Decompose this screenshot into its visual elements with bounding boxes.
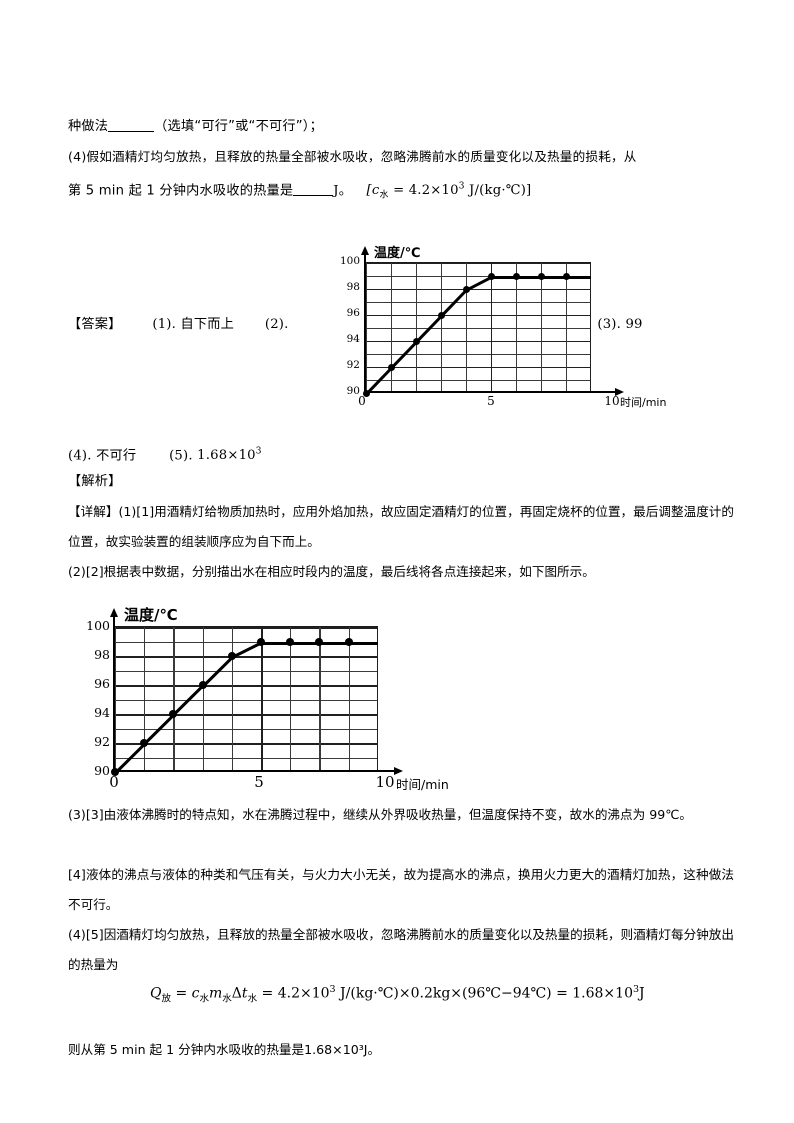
chart1-y-axis-arrow [360,246,369,255]
chart1-ytick-98: 98 [346,281,360,293]
answer-header: 【答案】 [68,317,122,332]
chart2-ytick-94: 94 [94,705,110,720]
chart1-ytick-90: 90 [346,385,360,397]
answer-5-value: 1.68×103 [197,447,262,464]
chart2-plot-area [111,626,379,776]
detail-header: 【详解】 [68,504,119,519]
chart1-ytick-100: 100 [339,255,360,267]
data-point-6min [512,272,520,280]
detail-paragraph-2: (2)[2]根据表中数据，分别描出水在相应时段内的温度，最后线将各点连接起来，如… [68,564,595,579]
chart2-y-axis-arrow [109,608,118,617]
answer-4-num: (4). [68,448,92,464]
chart2-ytick-100: 100 [86,618,110,633]
chart1-x-axis-arrow [615,387,624,396]
data-point-5min [487,272,495,280]
formula-Q: Q [150,985,162,1002]
document-body: 种做法 （选填“可行”或“不可行”）； (4)假如酒精灯均匀放热，且释放的热量全部… [68,112,728,211]
q3-text-after: （选填“可行”或“不可行”）； [154,119,323,134]
q4-unit-text: J。 [333,183,353,199]
data-point-6min [286,637,295,646]
answer-2-num: (2). [264,317,289,332]
data-point-8min [344,637,353,646]
chart1-ytick-96: 96 [346,307,360,319]
answer-1-num: (1). [152,317,177,332]
data-point-3min [437,311,445,319]
chart1-x-axis-title: 时间/min [620,396,667,409]
answer-3-num: (3). [597,317,622,332]
answer-4-value: 不可行 [96,448,137,464]
chart2-y-axis [113,616,116,771]
heat-formula: Q放 = c水m水Δt水 = 4.2×103 J/(kg·℃)×0.2kg×(9… [150,984,645,1005]
chart1-ytick-94: 94 [346,333,360,345]
detail-paragraph-1: 【详解】(1)[1]用酒精灯给物质加热时，应用外焰加热，故应固定酒精灯的位置，再… [68,497,734,557]
answer-1-value: 自下而上 [180,317,235,332]
answer-5-num: (5). [169,448,193,464]
data-point-0min [362,389,370,397]
chart2-ytick-90: 90 [94,763,110,778]
data-point-8min [562,272,570,280]
data-point-2min [412,337,420,345]
answer-3-value: 99 [625,317,643,332]
data-point-1min [387,363,395,371]
chart2-xtick-5: 5 [254,773,264,791]
q4-text-before: 第 5 min 起 1 分钟内水吸收的热量是 [68,183,294,199]
chart2-y-axis-title: 温度/℃ [124,606,178,624]
detail-paragraph-1-text: (1)[1]用酒精灯给物质加热时，应用外焰加热，故应固定酒精灯的位置，再固定烧杯… [68,504,735,549]
chart2-ytick-92: 92 [94,734,110,749]
detail-paragraph-4: [4]液体的沸点与液体的种类和气压有关，与火力大小无关，故为提高水的沸点，换用火… [68,867,734,912]
data-point-7min [537,272,545,280]
q3-text-before: 种做法 [68,119,109,134]
answer-row-2: (4). 不可行 (5). 1.68×103 [68,437,748,471]
data-point-4min [462,285,470,293]
chart1-xtick-5: 5 [487,394,495,408]
data-point-1min [140,739,149,747]
detail-paragraph-3: (3)[3]由液体沸腾时的特点知，水在沸腾过程中，继续从外界吸收热量，但温度保持… [68,807,692,822]
chart2-xtick-0: 0 [109,773,119,791]
chart1-plot-area [362,262,591,397]
temperature-time-chart-small: 温度/℃ [340,246,666,418]
data-point-5min [257,637,265,646]
detail-paragraph-5: (4)[5]因酒精灯均匀放热，且释放的热量全部被水吸收，忽略沸腾前水的质量变化以… [68,927,734,972]
chart2-ytick-96: 96 [94,676,110,691]
chart1-y-axis [364,254,366,392]
answer-row: 【答案】 (1). 自下而上 (2). (3). 99 [68,310,748,340]
chart2-ytick-98: 98 [94,647,110,662]
chart2-xtick-10: 10 [375,773,395,791]
chart1-x-axis [364,391,616,393]
chart2-x-axis-arrow [394,766,403,775]
question-4-line-1: (4)假如酒精灯均匀放热，且释放的热量全部被水吸收，忽略沸腾前水的质量变化以及热… [68,149,637,164]
chart1-ytick-92: 92 [346,359,360,371]
chart2-x-axis-title: 时间/min [396,777,449,792]
data-point-2min [169,710,178,718]
answer-blank[interactable] [108,118,155,132]
conclusion-line: 则从第 5 min 起 1 分钟内水吸收的热量是1.68×10³J。 [68,1042,381,1057]
chart1-y-axis-title: 温度/℃ [374,246,421,261]
answer-blank-heat[interactable] [293,182,334,197]
chart1-xtick-10: 10 [604,394,620,408]
chart1-xtick-0: 0 [358,394,366,408]
question-4-line-2: 第 5 min 起 1 分钟内水吸收的热量是 J。 [c水 = 4.2×103 J… [68,172,728,211]
data-point-4min [227,652,236,660]
analysis-header: 【解析】 [68,474,122,489]
data-point-7min [315,637,324,646]
data-point-3min [198,681,207,689]
specific-heat-bracket: [c水 = 4.2×103 J/(kg·℃)] [366,182,532,202]
question-3-tail-line: 种做法 （选填“可行”或“不可行”）； [68,112,728,142]
chart2-x-axis [113,770,395,773]
temperature-time-chart-large: 温度/℃ [84,606,449,798]
